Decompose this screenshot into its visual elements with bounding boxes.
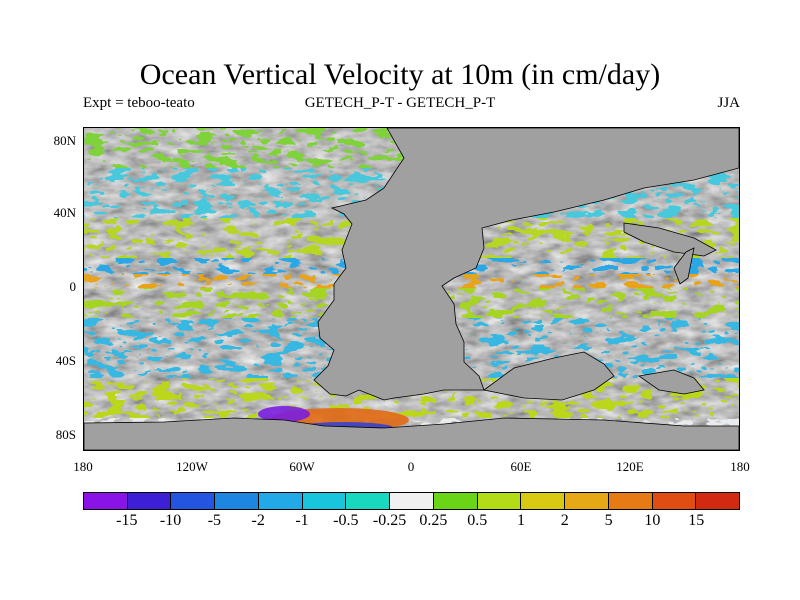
lon-label-120w: 120W (176, 459, 208, 474)
map-title: Ocean Vertical Velocity at 10m (in cm/da… (139, 58, 661, 91)
colorbar-tick-label: 0.25 (419, 512, 448, 529)
lat-label-80s: 80S (55, 427, 76, 442)
colorbar-tick-label: -0.5 (333, 512, 359, 529)
eastern-island (673, 247, 695, 285)
colorbar-tick-label: 0.5 (467, 512, 488, 529)
lat-label-40s: 40S (55, 353, 76, 368)
antarctic-downwelling (258, 406, 310, 422)
lon-label-180e: 180 (730, 459, 750, 474)
colorbar-swatch (171, 493, 216, 509)
season-label: JJA (717, 95, 740, 111)
colorbar-tick-label: 1 (517, 512, 525, 529)
colorbar-tick-label: -1 (295, 512, 309, 529)
colorbar-swatch (84, 493, 128, 509)
lat-label-0: 0 (69, 279, 77, 294)
velocity-field (84, 128, 739, 450)
colorbar-swatch (346, 493, 391, 509)
colorbar-swatch (477, 493, 522, 509)
colorbar-tick-label: -5 (207, 512, 222, 529)
colorbar-swatch (521, 493, 566, 509)
colorbar (83, 492, 740, 510)
model-label: GETECH_P-T - GETECH_P-T (304, 95, 496, 111)
colorbar-tick-label: -15 (116, 512, 138, 529)
pangaea-landmass (313, 128, 739, 401)
lon-label-60w: 60W (289, 459, 315, 474)
antarctic-landmass (84, 417, 739, 450)
east-peninsula (483, 351, 615, 401)
colorbar-swatch (127, 493, 172, 509)
lon-label-0: 0 (407, 459, 415, 474)
colorbar-tick-label: -2 (251, 512, 265, 529)
colorbar-swatch (652, 493, 697, 509)
colorbar-tick-label: 10 (644, 512, 661, 529)
colorbar-tick-label: 5 (604, 512, 613, 529)
colorbar-swatch (390, 493, 434, 509)
map-plot-area (83, 127, 740, 451)
northern-island (623, 222, 717, 257)
colorbar-tick-label: 15 (688, 512, 705, 529)
lat-label-80n: 80N (53, 133, 76, 148)
lon-label-120e: 120E (616, 459, 644, 474)
lon-label-180w: 180 (73, 459, 93, 474)
lon-label-60e: 60E (510, 459, 532, 474)
colorbar-swatch (302, 493, 347, 509)
southern-island-chain (637, 369, 705, 395)
experiment-label: Expt = teboo-teato (83, 95, 195, 111)
colorbar-swatch (565, 493, 609, 509)
colorbar-tick-label: -10 (159, 512, 182, 529)
lat-label-40n: 40N (53, 205, 76, 220)
colorbar-tick-label: -0.25 (372, 512, 407, 529)
colorbar-swatch (608, 493, 653, 509)
colorbar-swatch (258, 493, 303, 509)
colorbar-swatch (696, 493, 740, 509)
colorbar-swatch (215, 493, 259, 509)
colorbar-swatch (433, 493, 478, 509)
colorbar-tick-label: 2 (560, 512, 569, 529)
